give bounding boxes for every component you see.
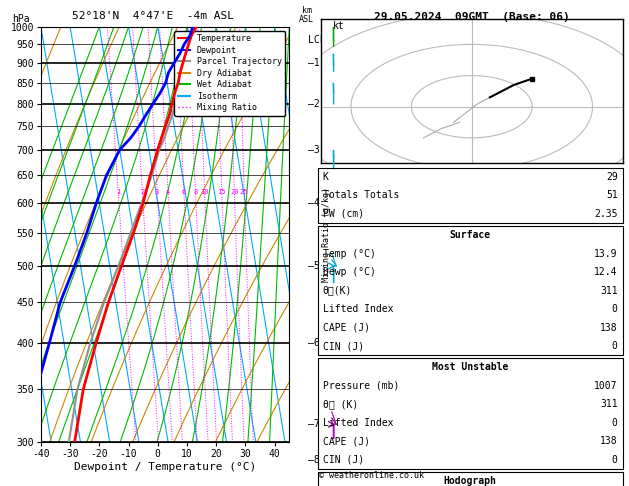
Text: CAPE (J): CAPE (J)	[323, 323, 370, 332]
Text: 0: 0	[612, 418, 618, 428]
Text: 29: 29	[606, 172, 618, 182]
Text: K: K	[323, 172, 328, 182]
Text: 20: 20	[230, 189, 238, 195]
Text: –8: –8	[308, 455, 320, 465]
Text: km
ASL: km ASL	[299, 6, 314, 24]
Text: 8: 8	[193, 189, 198, 195]
Legend: Temperature, Dewpoint, Parcel Trajectory, Dry Adiabat, Wet Adiabat, Isotherm, Mi: Temperature, Dewpoint, Parcel Trajectory…	[174, 31, 285, 116]
Text: 15: 15	[218, 189, 226, 195]
Text: Hodograph: Hodograph	[443, 476, 497, 486]
Text: –6: –6	[308, 338, 320, 348]
Text: Surface: Surface	[450, 230, 491, 240]
Text: LCL: LCL	[308, 35, 326, 45]
Text: 2: 2	[140, 189, 145, 195]
Text: –4: –4	[308, 198, 320, 208]
Text: 0: 0	[612, 455, 618, 465]
Text: –7: –7	[308, 419, 320, 429]
Text: 51: 51	[606, 191, 618, 200]
Text: θᴄ (K): θᴄ (K)	[323, 399, 358, 409]
Text: CIN (J): CIN (J)	[323, 455, 364, 465]
Text: Pressure (mb): Pressure (mb)	[323, 381, 399, 391]
Text: PW (cm): PW (cm)	[323, 209, 364, 219]
Text: CIN (J): CIN (J)	[323, 341, 364, 351]
Text: Lifted Index: Lifted Index	[323, 418, 393, 428]
Text: Temp (°C): Temp (°C)	[323, 249, 376, 259]
Text: Most Unstable: Most Unstable	[432, 363, 508, 372]
Text: θᴄ(K): θᴄ(K)	[323, 286, 352, 295]
Text: © weatheronline.co.uk: © weatheronline.co.uk	[319, 471, 424, 480]
Text: 10: 10	[201, 189, 209, 195]
Text: 6: 6	[182, 189, 186, 195]
Text: kt: kt	[333, 21, 345, 31]
Text: 52°18'N  4°47'E  -4m ASL: 52°18'N 4°47'E -4m ASL	[72, 11, 235, 21]
Text: 0: 0	[612, 304, 618, 314]
Text: 13.9: 13.9	[594, 249, 618, 259]
Text: CAPE (J): CAPE (J)	[323, 436, 370, 446]
Text: 25: 25	[240, 189, 248, 195]
Text: –2: –2	[308, 99, 320, 109]
Text: 1: 1	[116, 189, 120, 195]
Text: 29.05.2024  09GMT  (Base: 06): 29.05.2024 09GMT (Base: 06)	[374, 12, 570, 22]
Text: Totals Totals: Totals Totals	[323, 191, 399, 200]
Text: 311: 311	[600, 286, 618, 295]
Text: 311: 311	[600, 399, 618, 409]
Text: –5: –5	[308, 261, 320, 271]
Text: –3: –3	[308, 145, 320, 155]
Text: 0: 0	[612, 341, 618, 351]
Text: Mixing Ratio (g/kg): Mixing Ratio (g/kg)	[322, 187, 331, 282]
Text: 12.4: 12.4	[594, 267, 618, 277]
Text: Lifted Index: Lifted Index	[323, 304, 393, 314]
Text: 2.35: 2.35	[594, 209, 618, 219]
Text: 1007: 1007	[594, 381, 618, 391]
Text: 138: 138	[600, 323, 618, 332]
Text: 138: 138	[600, 436, 618, 446]
Text: hPa: hPa	[13, 14, 30, 24]
Text: 4: 4	[166, 189, 170, 195]
Text: 3: 3	[155, 189, 159, 195]
Text: –1: –1	[308, 58, 320, 68]
Text: Dewp (°C): Dewp (°C)	[323, 267, 376, 277]
X-axis label: Dewpoint / Temperature (°C): Dewpoint / Temperature (°C)	[74, 462, 256, 472]
